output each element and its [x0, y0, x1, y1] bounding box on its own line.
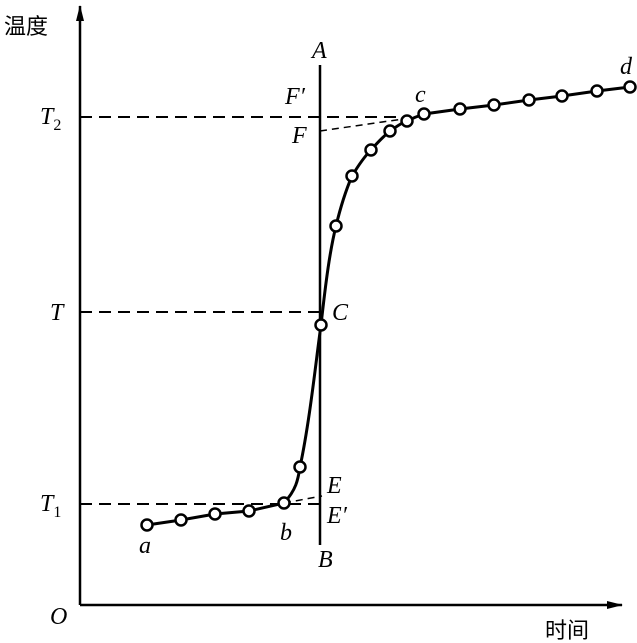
point-label: A [310, 38, 327, 64]
t1-sub: 1 [53, 504, 61, 521]
y-axis-label: 温度 [4, 15, 48, 40]
point-label: a [139, 533, 151, 559]
t2-label: T2 [40, 104, 61, 134]
temperature-curve [146, 85, 631, 527]
curve-point [383, 124, 397, 138]
curve-point [453, 102, 467, 116]
point-label: b [280, 520, 292, 546]
point-label: F′ [284, 84, 306, 110]
curve-point [174, 513, 188, 527]
curve-point [623, 80, 637, 94]
curve-point [417, 107, 431, 121]
curve-point [329, 219, 343, 233]
curve-point [487, 98, 501, 112]
point-label: E [326, 473, 342, 499]
t-label: T [50, 300, 65, 326]
curve-point [208, 507, 222, 521]
t1-main: T [40, 491, 55, 517]
t2-main: T [40, 104, 55, 130]
point-label: d [620, 54, 633, 80]
point-label: B [318, 547, 333, 573]
origin-label: O [50, 604, 67, 630]
point-label: F [291, 123, 307, 149]
level-lines [80, 116, 410, 505]
curve-point [277, 496, 291, 510]
curve-point [522, 93, 536, 107]
curve-point [140, 518, 154, 532]
curve-point [242, 504, 256, 518]
curve-point [364, 143, 378, 157]
curve-points [140, 80, 637, 532]
x-axis-label: 时间 [545, 619, 589, 643]
curve-point [293, 460, 307, 474]
f-extrapolation [319, 117, 411, 132]
point-label: C [332, 300, 349, 326]
t1-label: T1 [40, 491, 61, 521]
curve-point [590, 84, 604, 98]
curve-point [345, 169, 359, 183]
curve-point [314, 318, 328, 332]
point-label: E′ [326, 503, 348, 529]
t2-sub: 2 [53, 117, 61, 134]
curve-point [555, 89, 569, 103]
curve-point [400, 114, 414, 128]
point-label: c [415, 82, 426, 108]
